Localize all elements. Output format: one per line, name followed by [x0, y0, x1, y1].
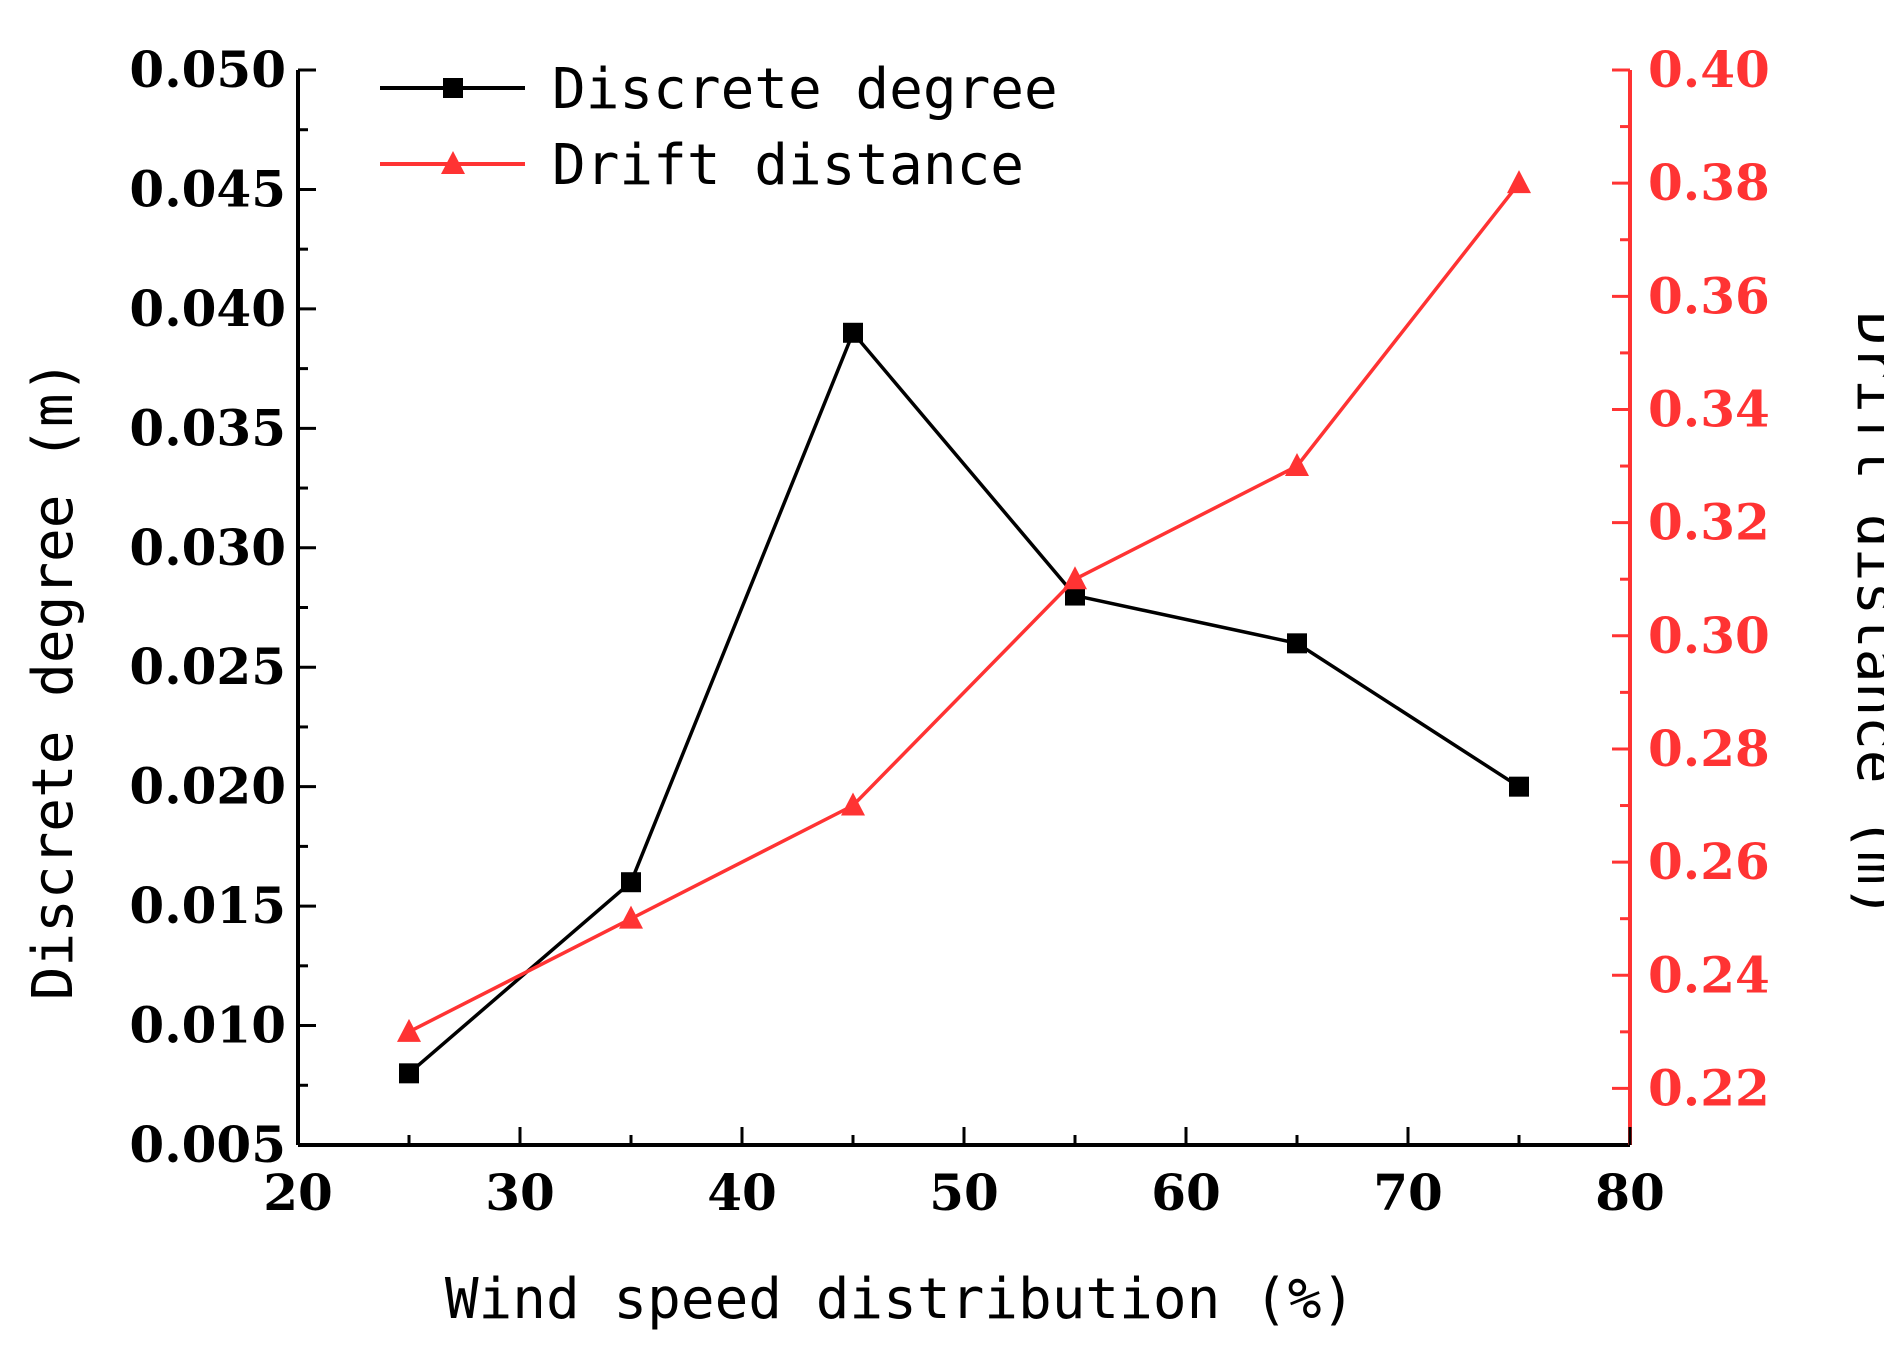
legend-marker-triangle [441, 151, 465, 174]
x-axis-ticks: 20 30 40 50 60 70 80 [263, 1127, 1665, 1222]
right-y-tick-label: 0.30 [1648, 606, 1770, 665]
left-y-axis-ticks: 0.005 0.010 0.015 0.020 0.025 0.030 0.035 0.040… [129, 40, 316, 1174]
right-y-tick-label: 0.34 [1648, 379, 1770, 438]
right-y-tick-label: 0.28 [1648, 719, 1770, 778]
data-point-drift-distance [619, 905, 643, 929]
left-y-tick-label: 0.010 [129, 996, 286, 1055]
left-y-tick-label: 0.020 [129, 757, 286, 816]
data-point-discrete-degree [1509, 776, 1529, 797]
left-y-tick-label: 0.050 [129, 40, 286, 99]
x-tick-label: 40 [707, 1163, 777, 1222]
left-y-tick-label: 0.015 [129, 876, 286, 935]
x-tick-label: 70 [1373, 1163, 1443, 1222]
left-y-tick-label: 0.030 [129, 518, 286, 577]
x-tick-label: 80 [1595, 1163, 1665, 1222]
left-y-tick-label: 0.040 [129, 279, 286, 338]
legend-marker-square [443, 78, 463, 98]
x-tick-label: 50 [929, 1163, 999, 1222]
legend: Discrete degree Drift distance [380, 57, 1058, 198]
right-y-tick-label: 0.24 [1648, 945, 1770, 1004]
left-y-tick-label: 0.045 [129, 159, 286, 218]
right-y-tick-label: 0.40 [1648, 40, 1770, 99]
legend-label-drift-distance: Drift distance [552, 133, 1024, 198]
data-point-discrete-degree [621, 872, 641, 893]
legend-item-discrete-degree: Discrete degree [380, 57, 1058, 122]
data-point-drift-distance [841, 792, 865, 816]
x-tick-label: 20 [263, 1163, 333, 1222]
right-y-axis-title: Drift distance (m) [1844, 312, 1884, 919]
x-tick-label: 60 [1151, 1163, 1221, 1222]
data-point-drift-distance [1063, 566, 1087, 590]
x-axis-title: Wind speed distribution (%) [445, 1267, 1355, 1332]
axes [296, 70, 1632, 1147]
left-y-tick-label: 0.035 [129, 398, 286, 457]
right-y-tick-label: 0.38 [1648, 153, 1770, 212]
right-y-tick-label: 0.26 [1648, 832, 1770, 891]
data-point-drift-distance [1507, 170, 1531, 194]
right-y-axis-ticks: 0.22 0.24 0.26 0.28 0.30 0.32 0.34 0.36 0.38 0.40 [1612, 40, 1770, 1117]
legend-item-drift-distance: Drift distance [380, 133, 1024, 198]
left-y-axis-title: Discrete degree (m) [21, 360, 86, 1001]
series-layer [397, 170, 1531, 1084]
data-point-discrete-degree [843, 322, 863, 343]
data-point-discrete-degree [399, 1063, 419, 1084]
data-point-drift-distance [1285, 453, 1309, 477]
data-point-drift-distance [397, 1018, 421, 1042]
legend-label-discrete-degree: Discrete degree [552, 57, 1058, 122]
series-line-drift-distance [408, 182, 1521, 1034]
data-point-discrete-degree [1065, 585, 1085, 606]
left-y-tick-label: 0.005 [129, 1115, 286, 1174]
x-tick-label: 30 [485, 1163, 555, 1222]
series-line-discrete-degree [407, 329, 1520, 1075]
right-y-tick-label: 0.36 [1648, 266, 1770, 325]
data-point-discrete-degree [1287, 633, 1307, 654]
right-y-tick-label: 0.22 [1648, 1058, 1770, 1117]
left-y-tick-label: 0.025 [129, 637, 286, 696]
right-y-tick-label: 0.32 [1648, 493, 1770, 552]
